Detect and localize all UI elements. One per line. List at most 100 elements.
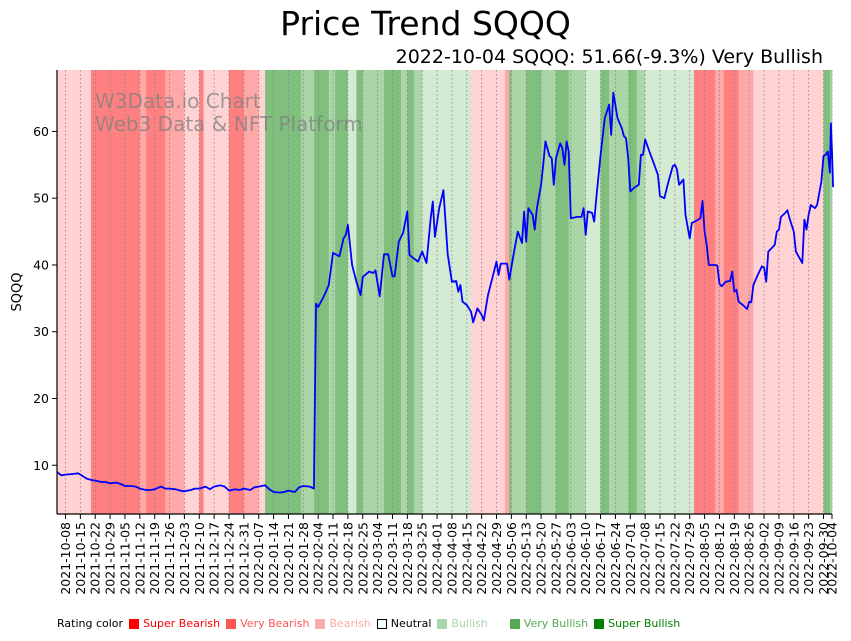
x-tick-label: 2021-11-26 xyxy=(162,522,177,595)
x-tick-label: 2022-08-19 xyxy=(727,522,742,595)
rating-band xyxy=(383,70,402,514)
x-tick-label: 2021-11-05 xyxy=(117,522,132,595)
rating-legend: Rating color Super Bearish Very Bearish Be… xyxy=(57,617,686,630)
x-tick-label: 2022-02-11 xyxy=(326,522,341,595)
rating-band xyxy=(715,70,725,514)
x-tick-label: 2021-11-12 xyxy=(132,522,147,595)
rating-band xyxy=(407,70,415,514)
legend-swatch xyxy=(315,618,326,629)
rating-band xyxy=(505,70,510,514)
legend-swatch xyxy=(437,618,448,629)
rating-band xyxy=(541,70,557,514)
legend-text: Neutral xyxy=(390,617,432,630)
legend-item: Very Bearish xyxy=(226,617,309,630)
legend-item: Very Bullish xyxy=(509,617,589,630)
rating-band xyxy=(146,70,166,514)
rating-band xyxy=(184,70,200,514)
rating-bands xyxy=(57,70,833,514)
legend-text: Very Bullish xyxy=(523,617,589,630)
legend-text: Very Bearish xyxy=(240,617,310,630)
rating-band xyxy=(636,70,646,514)
rating-band xyxy=(753,70,824,514)
y-axis-label: SQQQ xyxy=(10,273,25,312)
x-tick-label: 2022-05-27 xyxy=(548,522,563,595)
price-line xyxy=(56,91,834,494)
x-tick-label: 2022-05-13 xyxy=(519,522,534,595)
x-tick-label: 2021-12-03 xyxy=(177,522,192,595)
legend-swatch xyxy=(376,618,387,629)
legend-items: Super Bearish Very Bearish Bearish Neutral B… xyxy=(129,617,686,630)
legend-item: Bullish xyxy=(437,617,488,630)
rating-band xyxy=(645,70,695,514)
x-tick-label: 2021-10-08 xyxy=(58,522,73,595)
x-tick-label: 2021-12-24 xyxy=(221,522,236,595)
legend-item: Super Bearish xyxy=(129,617,220,630)
legend-text: Super Bullish xyxy=(608,617,681,630)
x-tick-label: 2022-03-18 xyxy=(400,522,415,595)
x-tick-label: 2021-10-22 xyxy=(88,522,103,595)
rating-band xyxy=(228,70,245,514)
watermark-line-1: W3Data.io Chart xyxy=(95,89,261,113)
x-tick-label: 2022-06-24 xyxy=(608,522,623,595)
rating-band xyxy=(585,70,601,514)
x-tick-label: 2022-05-06 xyxy=(504,522,519,595)
legend-item: Neutral xyxy=(376,617,432,630)
x-tick-label: 2022-09-02 xyxy=(757,522,772,595)
x-tick-label: 2022-01-28 xyxy=(296,522,311,595)
x-tick-label: 2022-03-04 xyxy=(370,522,385,595)
chart-title: Price Trend SQQQ xyxy=(280,4,571,43)
x-tick-label: 2022-06-10 xyxy=(578,522,593,595)
legend-text: Super Bearish xyxy=(143,617,221,630)
y-tick-label: 10 xyxy=(33,458,49,473)
rating-band xyxy=(362,70,385,514)
x-tick-label: 2022-01-07 xyxy=(251,522,266,595)
rating-band xyxy=(555,70,570,514)
x-tick-label: 2021-12-31 xyxy=(236,522,251,595)
rating-band xyxy=(203,70,230,514)
x-tick-label: 2022-05-20 xyxy=(534,522,549,595)
rating-band xyxy=(413,70,423,514)
x-tick-label: 2022-04-22 xyxy=(474,522,489,595)
rating-band xyxy=(265,70,302,514)
x-tick-label: 2022-08-05 xyxy=(697,522,712,595)
x-tick-label: 2022-09-30 xyxy=(816,522,831,595)
rating-band xyxy=(422,70,472,514)
chart-subtitle: 2022-10-04 SQQQ: 51.66(-9.3%) Very Bulli… xyxy=(395,46,823,68)
x-tick-label: 2022-01-21 xyxy=(281,522,296,595)
x-tick-label: 2022-02-25 xyxy=(355,522,370,595)
x-tick-label: 2021-11-19 xyxy=(147,522,162,595)
rating-band xyxy=(139,70,147,514)
y-tick-label: 20 xyxy=(33,391,49,406)
legend-item: Bearish xyxy=(315,617,371,630)
rating-band xyxy=(628,70,637,514)
legend-item: Super Bullish xyxy=(594,617,680,630)
legend-swatch xyxy=(594,618,605,629)
x-tick-label: 2022-10-04 xyxy=(825,522,840,595)
y-ticks: 10 20 30 40 50 60 xyxy=(33,124,57,473)
x-tick-label: 2022-09-09 xyxy=(771,522,786,595)
rating-band xyxy=(526,70,542,514)
rating-band xyxy=(328,70,336,514)
y-tick-label: 40 xyxy=(33,257,49,272)
x-tick-label: 2022-02-04 xyxy=(311,522,326,595)
x-ticks: 2021-10-08 2021-10-15 2021-10-22 2021-10-29… xyxy=(58,514,840,595)
rating-band xyxy=(511,70,527,514)
x-tick-label: 2022-07-01 xyxy=(623,522,638,595)
x-tick-label: 2022-01-14 xyxy=(266,522,281,595)
watermark-line-2: Web3 Data & NFT Platform xyxy=(95,112,363,136)
x-tick-label: 2022-03-25 xyxy=(415,522,430,595)
x-tick-label: 2022-08-12 xyxy=(712,522,727,595)
x-tick-label: 2021-10-15 xyxy=(73,522,88,595)
axes xyxy=(56,70,832,515)
rating-band xyxy=(243,70,260,514)
rating-band xyxy=(258,70,266,514)
rating-band xyxy=(335,70,349,514)
x-tick-label: 2022-07-15 xyxy=(653,522,668,595)
rating-band xyxy=(600,70,610,514)
rating-band xyxy=(199,70,204,514)
rating-band xyxy=(347,70,357,514)
x-tick-label: 2022-09-23 xyxy=(801,522,816,595)
rating-band xyxy=(609,70,629,514)
rating-band xyxy=(738,70,754,514)
